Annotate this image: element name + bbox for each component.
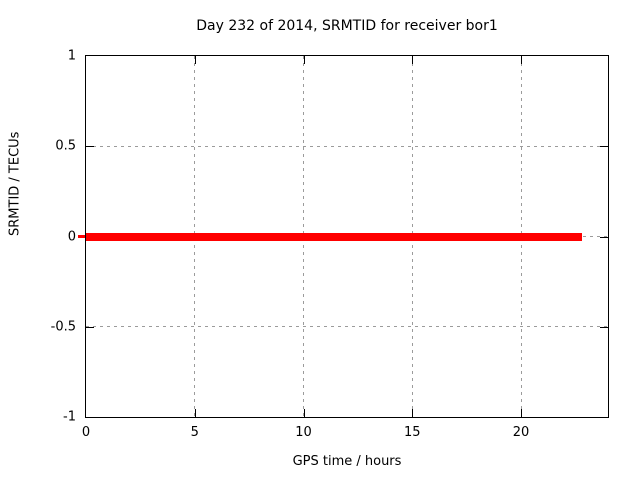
left-tick-mark (86, 326, 94, 328)
left-tick-mark (86, 146, 94, 148)
x-tick-label: 15 (403, 425, 421, 440)
right-tick-mark (600, 326, 608, 328)
bottom-tick-mark (412, 409, 414, 417)
series-left-tick-stub (78, 235, 85, 238)
y-tick-label: 0.5 (55, 138, 76, 154)
y-tick-label: -1 (63, 409, 76, 425)
bottom-tick-mark (303, 409, 305, 417)
x-tick-label: 10 (295, 425, 312, 440)
x-axis-label: GPS time / hours (292, 454, 402, 469)
top-tick-mark (521, 56, 522, 64)
h-gridline (86, 326, 608, 328)
data-series-line (86, 232, 582, 241)
y-tick-label: 1 (67, 48, 76, 64)
h-gridline (86, 145, 608, 147)
top-tick-mark (412, 56, 414, 64)
y-tick-label: -0.5 (50, 319, 76, 335)
y-tick-label: 0 (67, 229, 76, 244)
plot-frame (78, 55, 609, 418)
x-tick-label: 0 (81, 425, 91, 440)
x-tick-label: 5 (190, 425, 199, 440)
top-tick-mark (303, 56, 305, 64)
x-tick-label: 20 (512, 425, 530, 440)
bottom-tick-mark (521, 409, 522, 417)
right-tick-mark (600, 146, 608, 148)
right-tick-mark (600, 236, 608, 238)
bottom-tick-mark (194, 409, 196, 417)
chart-title: Day 232 of 2014, SRMTID for receiver bor… (196, 18, 498, 34)
top-tick-mark (194, 56, 196, 64)
